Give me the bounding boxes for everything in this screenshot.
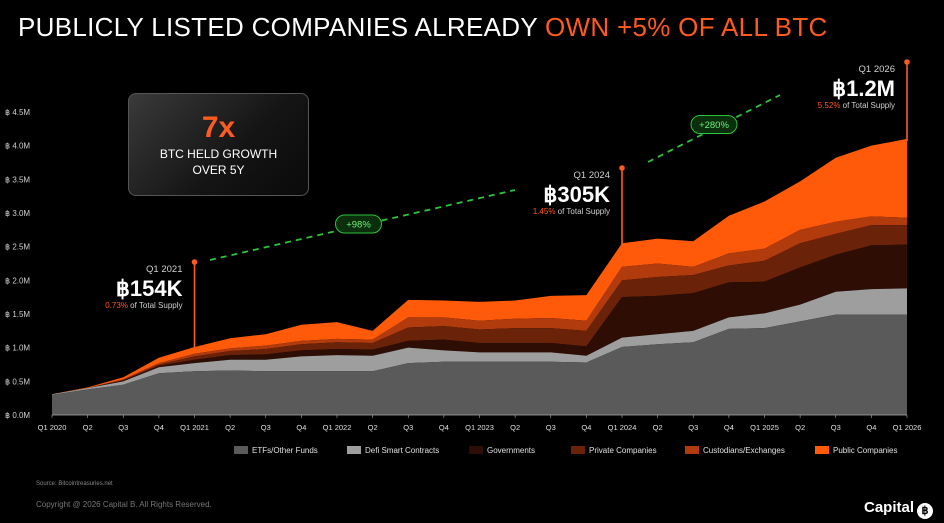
x-tick-label: Q1 2020 xyxy=(38,423,67,432)
growth-multiplier: 7x xyxy=(201,111,236,144)
legend-item: Custodians/Exchanges xyxy=(685,446,785,455)
legend-swatch xyxy=(685,446,699,454)
y-tick-label: ฿ 0.5M xyxy=(5,377,30,386)
x-tick-label: Q4 xyxy=(439,423,449,432)
area-series-custodians-exchanges xyxy=(52,216,907,395)
capital-b-logo: Capital ฿ xyxy=(864,499,934,519)
x-tick-label: Q3 xyxy=(546,423,556,432)
legend-swatch xyxy=(469,446,483,454)
annotation-marker-dot xyxy=(904,59,910,65)
annotation-pct: 0.73% xyxy=(105,301,128,310)
annotation-value: ฿1.2M xyxy=(832,76,895,101)
x-tick-label: Q1 2022 xyxy=(323,423,352,432)
growth-badge-pill xyxy=(335,214,382,234)
x-tick-label: Q2 xyxy=(795,423,805,432)
y-tick-label: ฿ 0.0M xyxy=(5,411,30,420)
x-tick-label: Q2 xyxy=(368,423,378,432)
area-series-governments xyxy=(52,244,907,395)
x-tick-label: Q3 xyxy=(403,423,413,432)
copyright-note: Copyright @ 2026 Capital B. All Rights R… xyxy=(36,500,212,509)
annotation-3: Q1 2026฿1.2M5.52% of Total Supply xyxy=(818,59,910,141)
x-tick-label: Q4 xyxy=(866,423,876,432)
growth-caption-line1: BTC HELD GROWTH xyxy=(159,147,278,161)
logo-text: Capital xyxy=(864,499,915,516)
title-accent: OWN +5% OF ALL BTC xyxy=(545,12,828,42)
annotation-suffix: of Total Supply xyxy=(555,207,610,216)
growth-badge-label: +280% xyxy=(699,120,729,131)
annotation-suffix: of Total Supply xyxy=(128,301,183,310)
y-tick-label: ฿ 3.0M xyxy=(5,209,30,218)
area-series-etfs-other-funds xyxy=(52,314,907,415)
y-tick-label: ฿ 3.5M xyxy=(5,175,30,184)
legend-swatch xyxy=(234,446,248,454)
annotation-period: Q1 2021 xyxy=(146,264,182,275)
annotation-value: ฿305K xyxy=(543,182,610,207)
growth-dashed-line xyxy=(647,94,781,163)
growth-badge: +98% xyxy=(335,214,382,234)
x-tick-label: Q1 2023 xyxy=(465,423,494,432)
y-tick-label: ฿ 1.5M xyxy=(5,310,30,319)
x-tick-label: Q4 xyxy=(724,423,734,432)
y-tick-label: ฿ 2.0M xyxy=(5,276,30,285)
annotation-suffix: of Total Supply xyxy=(840,101,895,110)
x-tick-label: Q2 xyxy=(510,423,520,432)
annotation-pct: 5.52% xyxy=(818,101,841,110)
annotation-value: ฿154K xyxy=(116,276,183,301)
legend-label: ETFs/Other Funds xyxy=(252,446,318,455)
legend-label: Public Companies xyxy=(833,446,897,455)
growth-badge: +280% xyxy=(690,115,738,134)
annotation-period: Q1 2026 xyxy=(859,64,895,75)
x-tick-label: Q1 2024 xyxy=(608,423,637,432)
legend-item: Defi Smart Contracts xyxy=(347,446,439,455)
growth-caption-line2: OVER 5Y xyxy=(192,163,245,177)
y-tick-label: ฿ 1.0M xyxy=(5,344,30,353)
y-tick-label: ฿ 4.0M xyxy=(5,142,30,151)
x-tick-label: Q2 xyxy=(653,423,663,432)
x-tick-label: Q1 2026 xyxy=(893,423,922,432)
y-tick-label: ฿ 4.5M xyxy=(5,108,30,117)
area-series-private-companies xyxy=(52,225,907,395)
x-tick-label: Q4 xyxy=(296,423,306,432)
legend-label: Defi Smart Contracts xyxy=(365,446,439,455)
legend-swatch xyxy=(347,446,361,454)
annotation-supply-share: 5.52% of Total Supply xyxy=(818,101,895,110)
legend-item: ETFs/Other Funds xyxy=(234,446,318,455)
page-title: PUBLICLY LISTED COMPANIES ALREADY OWN +5… xyxy=(18,12,828,43)
x-tick-label: Q1 2025 xyxy=(750,423,779,432)
x-tick-label: Q1 2021 xyxy=(180,423,209,432)
title-white: PUBLICLY LISTED COMPANIES ALREADY xyxy=(18,12,546,42)
legend-item: Public Companies xyxy=(815,446,897,455)
x-tick-label: Q2 xyxy=(83,423,93,432)
area-series-defi-smart-contracts xyxy=(52,288,907,395)
annotation-supply-share: 0.73% of Total Supply xyxy=(105,301,182,310)
logo-mark-icon: ฿ xyxy=(917,503,934,519)
y-tick-label: ฿ 2.5M xyxy=(5,243,30,252)
x-tick-label: Q3 xyxy=(118,423,128,432)
x-tick-label: Q3 xyxy=(688,423,698,432)
annotation-marker-dot xyxy=(191,259,198,265)
legend-swatch xyxy=(815,446,829,454)
legend-swatch xyxy=(571,446,585,454)
x-tick-label: Q2 xyxy=(225,423,235,432)
x-tick-label: Q3 xyxy=(261,423,271,432)
legend-item: Governments xyxy=(469,446,535,455)
x-tick-label: Q4 xyxy=(581,423,591,432)
legend-label: Custodians/Exchanges xyxy=(703,446,785,455)
annotation-pct: 1.45% xyxy=(533,207,556,216)
x-tick-label: Q3 xyxy=(831,423,841,432)
legend-label: Private Companies xyxy=(589,446,657,455)
x-tick-label: Q4 xyxy=(154,423,164,432)
annotation-period: Q1 2024 xyxy=(574,170,610,181)
annotation-marker-dot xyxy=(619,165,625,171)
growth-badge-pill xyxy=(690,115,738,134)
legend-label: Governments xyxy=(487,446,535,455)
growth-callout-card: 7x BTC HELD GROWTH OVER 5Y xyxy=(128,93,309,196)
growth-badge-label: +98% xyxy=(346,220,371,231)
source-note: Source: Bitcointreasuries.net xyxy=(36,481,113,487)
annotation-supply-share: 1.45% of Total Supply xyxy=(533,207,610,216)
legend-item: Private Companies xyxy=(571,446,657,455)
